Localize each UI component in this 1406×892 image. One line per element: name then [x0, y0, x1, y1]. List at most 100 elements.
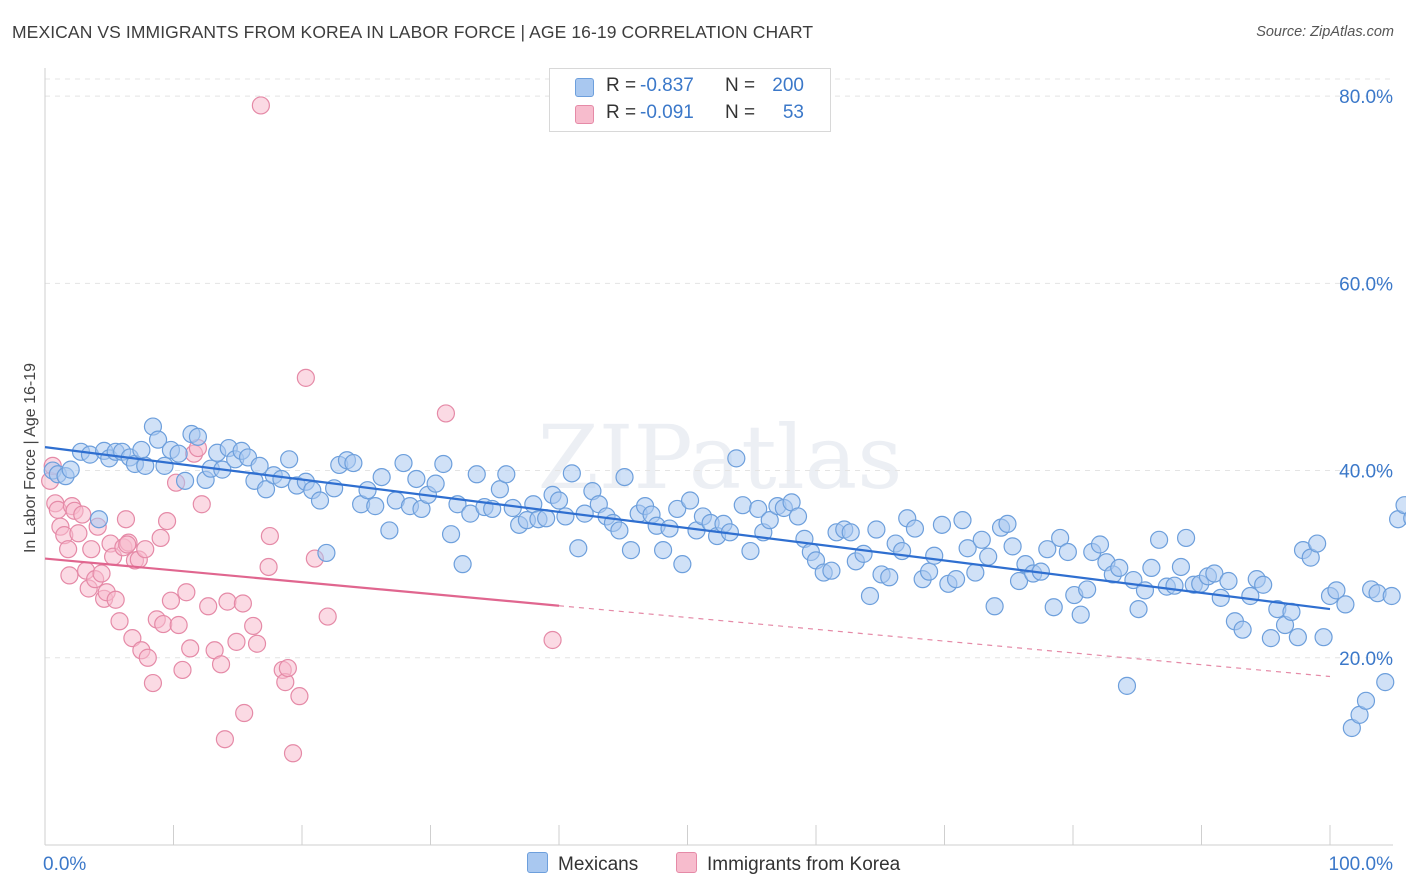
legend-row-korea: R = -0.091 N = 53	[550, 100, 830, 128]
mexican-point	[366, 497, 385, 516]
mexican-point	[1233, 620, 1252, 639]
mexican-point	[136, 456, 155, 475]
mexican-point	[1117, 676, 1137, 695]
mexican-point	[310, 491, 330, 510]
legend-swatch-korea	[575, 105, 594, 124]
legend-swatch-mexicans	[575, 78, 594, 97]
mexican-point	[280, 450, 299, 469]
korea-point	[218, 592, 237, 611]
mexican-point	[155, 456, 174, 475]
mexican-point	[380, 521, 399, 540]
korea-point	[181, 639, 200, 658]
mexican-point	[822, 561, 841, 580]
legend-item-korea[interactable]: Immigrants from Korea	[676, 852, 900, 876]
trend-lines	[44, 446, 1331, 678]
mexican-point	[1051, 528, 1070, 548]
y-tick-label: 20.0%	[1339, 649, 1393, 670]
korea-point	[173, 660, 192, 680]
correlation-legend: R = -0.837 N = 200 R = -0.091 N = 53	[549, 68, 831, 132]
mexican-point	[426, 474, 445, 493]
legend-label-mexicans: Mexicans	[558, 854, 639, 875]
mexican-point	[1142, 558, 1161, 578]
y-tick-label: 80.0%	[1339, 87, 1393, 108]
korea-point	[151, 528, 170, 548]
mexican-point	[919, 562, 939, 581]
mexican-point	[1376, 673, 1395, 692]
korea-point	[143, 673, 163, 693]
mexican-point	[1044, 598, 1063, 617]
legend-swatch-korea	[676, 852, 697, 873]
mexican-point	[1110, 558, 1129, 578]
y-tick-label: 60.0%	[1339, 274, 1393, 295]
mexican-point	[188, 427, 208, 446]
mexican-point	[860, 586, 880, 606]
mexican-point	[925, 546, 944, 565]
mexican-point	[372, 467, 391, 487]
korea-point	[161, 591, 181, 610]
mexican-point	[985, 597, 1004, 616]
mexican-point	[1129, 599, 1148, 619]
korea-point	[60, 566, 79, 585]
korea-point	[157, 511, 177, 531]
mexican-point	[946, 570, 966, 589]
axes	[44, 68, 1393, 846]
mexican-point	[556, 507, 575, 526]
mexican-point	[1254, 575, 1273, 594]
mexican-point	[317, 543, 336, 563]
korea-point	[283, 744, 303, 763]
korea-point	[110, 612, 129, 631]
mexican-point	[467, 465, 486, 484]
mexican-point	[668, 499, 687, 519]
mexican-point	[89, 510, 109, 529]
mexican-point	[1071, 605, 1090, 624]
mexican-point	[953, 511, 972, 530]
korea-point	[290, 687, 309, 706]
legend-n-value: 200	[772, 75, 804, 96]
mexican-point	[788, 507, 808, 526]
mexican-point	[1382, 586, 1401, 606]
mexican-point	[1058, 542, 1077, 562]
mexican-point	[569, 539, 588, 558]
mexican-point	[1288, 628, 1307, 647]
mexican-point	[503, 498, 522, 518]
mexican-point	[1038, 540, 1057, 559]
korea-point	[233, 594, 252, 613]
mexican-point	[537, 509, 556, 528]
legend-r-label: R =	[606, 102, 637, 123]
mexican-point	[132, 440, 151, 460]
legend-r-label: R =	[606, 75, 637, 96]
korea-point	[73, 505, 92, 524]
x-tick-label-max: 100.0%	[1329, 854, 1394, 875]
legend-n-value: 53	[782, 102, 804, 123]
mexican-point	[1176, 528, 1196, 548]
mexican-trend-line	[44, 446, 1331, 611]
mexican-point	[733, 496, 752, 515]
korea-point	[59, 540, 78, 559]
mexican-point	[998, 514, 1017, 534]
legend-item-mexicans[interactable]: Mexicans	[527, 852, 638, 876]
mexican-point	[932, 515, 952, 534]
mexican-point	[441, 525, 461, 544]
korea-point	[543, 630, 562, 650]
mexican-points	[43, 417, 1406, 738]
korea-point	[169, 615, 188, 635]
korea-point	[177, 583, 196, 602]
mexican-point	[358, 481, 377, 500]
mexican-point	[905, 519, 925, 538]
korea-point	[123, 629, 142, 648]
legend-n-label: N =	[725, 75, 756, 96]
source-credit: Source: ZipAtlas.com	[1256, 24, 1394, 40]
mexican-point	[175, 471, 195, 490]
mexican-point	[1211, 588, 1230, 607]
mexican-point	[841, 523, 860, 542]
mexican-point	[880, 568, 899, 587]
korea-point	[106, 590, 125, 609]
mexican-point	[749, 499, 768, 519]
chart-title: MEXICAN VS IMMIGRANTS FROM KOREA IN LABO…	[12, 22, 814, 42]
mexican-point	[867, 520, 886, 539]
legend-row-mexicans: R = -0.837 N = 200	[550, 73, 830, 101]
mexican-point	[148, 430, 168, 449]
korea-point	[296, 368, 315, 387]
mexican-point	[394, 453, 413, 473]
